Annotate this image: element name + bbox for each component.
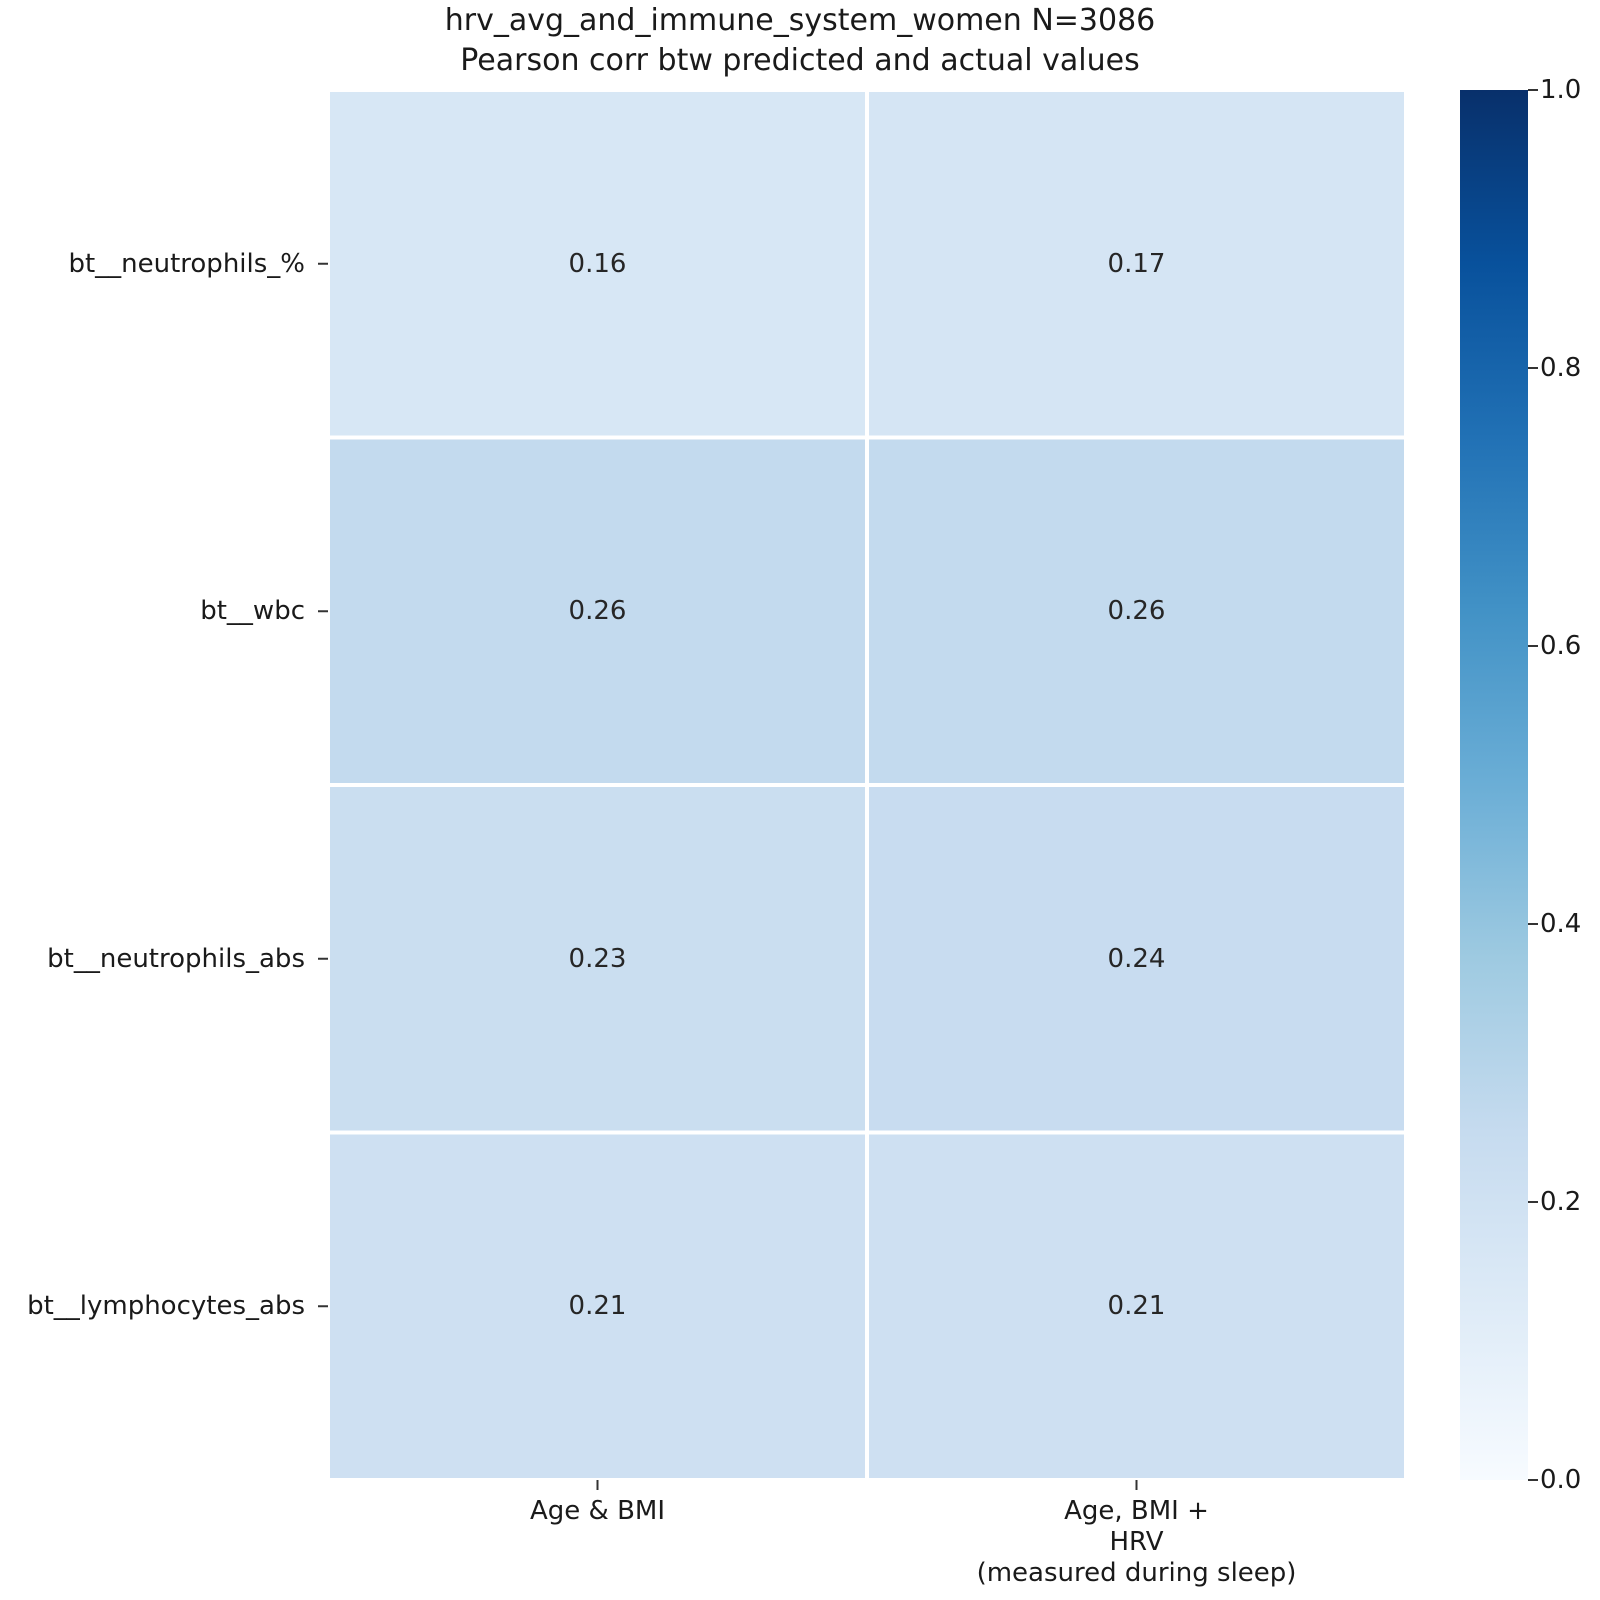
heatmap-cell — [865, 88, 1408, 440]
colorbar — [1460, 90, 1528, 1480]
chart-title-line-2: Pearson corr btw predicted and actual va… — [460, 43, 1140, 78]
colorbar-tick-label: 0.2 — [1540, 1187, 1582, 1217]
cell-value-label: 0.21 — [1107, 1291, 1166, 1322]
cell-value-label: 0.17 — [1107, 248, 1166, 279]
colorbar-tick-label: 0.0 — [1540, 1465, 1582, 1495]
heatmap-cell — [326, 783, 869, 1135]
chart-title-line-1: hrv_avg_and_immune_system_women N=3086 — [444, 3, 1156, 38]
heatmap-cell — [865, 435, 1408, 787]
cell-value-label: 0.24 — [1107, 943, 1166, 974]
colorbar-tick-label: 0.4 — [1540, 909, 1582, 939]
cell-value-label: 0.21 — [568, 1291, 627, 1322]
colorbar-tick-label: 0.8 — [1540, 353, 1582, 383]
x-axis-tick-label-line: HRV — [1109, 1527, 1164, 1557]
y-axis-tick-label: bt__neutrophils_abs — [47, 943, 305, 974]
heatmap-cell — [326, 435, 869, 787]
x-axis-tick-label-line: Age & BMI — [529, 1496, 666, 1526]
x-axis-tick-label-line: (measured during sleep) — [976, 1558, 1297, 1588]
cell-value-label: 0.23 — [568, 943, 627, 974]
x-axis-tick-label: Age, BMI + HRV (measured during sleep) — [977, 1496, 1297, 1589]
x-axis-tick-label-line: Age, BMI + — [1064, 1496, 1209, 1526]
colorbar-tick-label: 1.0 — [1540, 75, 1582, 105]
heatmap-cell — [865, 783, 1408, 1135]
cell-value-label: 0.16 — [568, 248, 627, 279]
y-axis-tick-label: bt__neutrophils_% — [68, 248, 305, 279]
y-axis-tick-label: bt__lymphocytes_abs — [27, 1291, 305, 1322]
heatmap-cell — [865, 1130, 1408, 1482]
heatmap-cell — [326, 1130, 869, 1482]
colorbar-tick-label: 0.6 — [1540, 631, 1582, 661]
y-axis-tick-label: bt__wbc — [200, 596, 305, 627]
cell-value-label: 0.26 — [568, 596, 627, 627]
x-axis-tick-label: Age & BMI — [530, 1496, 665, 1527]
cell-value-label: 0.26 — [1107, 596, 1166, 627]
